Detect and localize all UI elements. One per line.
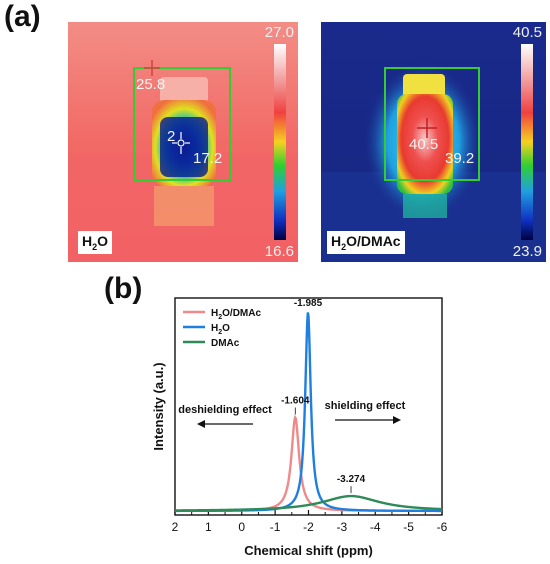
deshielding-annotation: deshielding effect xyxy=(178,404,272,416)
scale-max: 27.0 xyxy=(264,24,294,41)
thermal-image-h2o-graphic xyxy=(68,22,298,262)
sample-label-h2o: H2O xyxy=(78,231,113,254)
series-h2o-dmac-peak-label: -1.604 xyxy=(281,395,310,406)
thermal-image-h2o-dmac: 40.5 23.9 40.5 39.2 H2O/DMAc xyxy=(321,22,546,262)
x-tick-label: -6 xyxy=(437,520,448,534)
scale-min: 23.9 xyxy=(512,243,542,260)
temperature-readout-right: 17.2 xyxy=(193,150,223,167)
x-tick-label: 2 xyxy=(172,520,179,534)
x-tick-label: -4 xyxy=(370,520,381,534)
sample-label-h2o-dmac: H2O/DMAc xyxy=(327,231,405,254)
temperature-readout-center: 2 xyxy=(167,128,176,145)
thermal-image-h2o: 27.0 16.6 25.8 2 17.2 H2O xyxy=(68,22,298,262)
series-dmac-peak-label: -3.274 xyxy=(337,474,366,485)
series-h2o-dmac-line xyxy=(175,414,443,513)
shielding-annotation: shielding effect xyxy=(325,400,406,412)
x-tick-label: -2 xyxy=(303,520,314,534)
plot-area-border xyxy=(174,297,443,516)
scale-min: 16.6 xyxy=(264,243,294,260)
temperature-readout-top: 25.8 xyxy=(136,76,166,93)
color-scale-bar xyxy=(521,44,533,240)
x-axis-label: Chemical shift (ppm) xyxy=(244,543,373,558)
x-tick-label: -3 xyxy=(337,520,348,534)
scale-max: 40.5 xyxy=(512,24,542,41)
series-h2o-line xyxy=(175,312,442,513)
x-tick-label: 0 xyxy=(238,520,245,534)
color-scale-bar xyxy=(274,44,286,240)
shielding-arrowhead xyxy=(393,416,401,424)
roi-box xyxy=(133,67,231,181)
y-axis-label: Intensity (a.u.) xyxy=(151,362,166,450)
series-dmac-line xyxy=(175,494,443,512)
panel-a-label: (a) xyxy=(4,0,41,33)
x-tick-label: -5 xyxy=(403,520,414,534)
x-tick-label: 1 xyxy=(205,520,212,534)
temperature-readout-center: 40.5 xyxy=(409,136,439,153)
legend-label: DMAc xyxy=(211,338,240,349)
temperature-readout-right: 39.2 xyxy=(445,150,475,167)
x-tick-label: -1 xyxy=(270,520,281,534)
panel-b-label: (b) xyxy=(104,272,143,305)
legend-label: H2O xyxy=(211,323,230,336)
roi-box xyxy=(384,67,480,181)
series-h2o-peak-label: -1.985 xyxy=(294,298,323,309)
legend-label: H2O/DMAc xyxy=(211,308,261,321)
deshielding-arrowhead xyxy=(197,420,205,428)
